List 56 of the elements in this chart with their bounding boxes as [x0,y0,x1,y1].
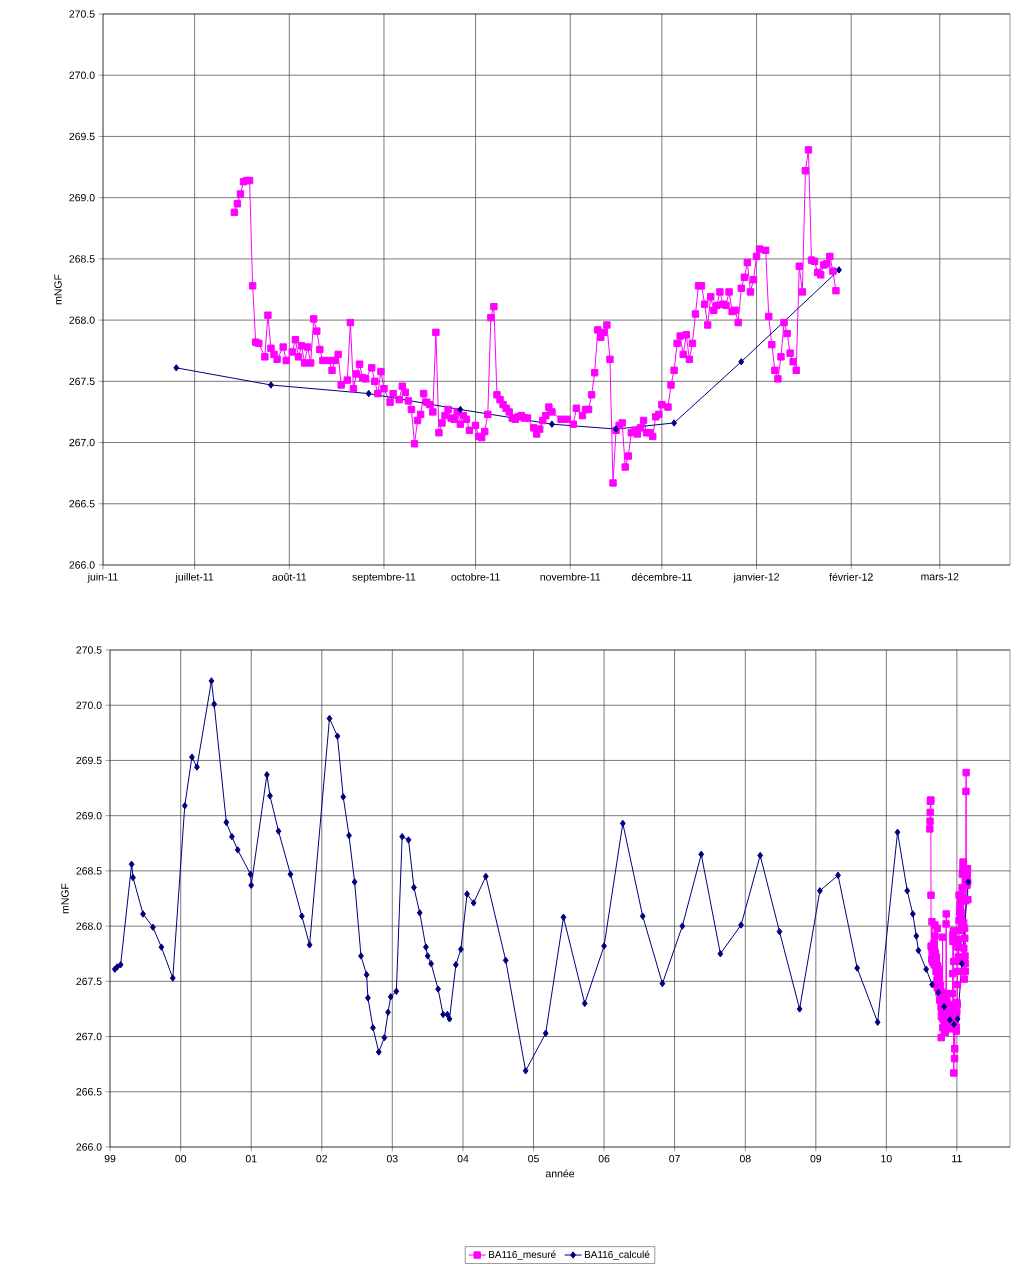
y-tick-label: 267.0 [76,1032,102,1041]
x-tick-label: 09 [810,1154,822,1163]
x-tick-label: 08 [739,1154,751,1163]
point [836,266,842,274]
y-tick-label: 266.5 [76,1088,102,1096]
point [173,364,180,372]
x-tick-label: août-11 [272,572,307,581]
x-axis-title: année [545,1169,575,1178]
x-tick-label: 06 [598,1154,610,1163]
y-tick-label: 268.5 [76,867,102,875]
x-tick-label: janvier-12 [733,572,779,583]
y-tick-label: 267.5 [76,977,102,986]
y-tick-label: 269.0 [76,811,102,820]
y-axis-title: mNGF [54,274,62,305]
y-tick-label: 270.0 [69,71,95,79]
x-tick-label: septembre-11 [352,572,416,583]
x-tick-label: février-12 [829,572,873,581]
y-tick-label: 266.5 [69,500,95,508]
x-tick-label: 04 [457,1154,469,1163]
point [268,381,274,389]
y-tick-label: 268.5 [69,255,95,263]
x-tick-label: 99 [104,1154,116,1163]
point [738,358,745,366]
x-tick-label: 02 [316,1154,328,1163]
x-tick-label: décembre-11 [631,572,692,581]
legend-label: BA116_mesuré [489,1250,556,1260]
y-tick-label: 270.5 [69,10,95,18]
y-tick-label: 266.0 [76,1143,102,1151]
y-axis-title: mNGF [61,883,69,914]
point [549,420,555,428]
x-tick-label: 07 [669,1154,680,1163]
y-tick-label: 267.0 [69,438,95,447]
x-tick-label: mars-12 [921,572,959,581]
point [457,405,464,414]
x-tick-label: 05 [528,1154,539,1163]
y-tick-label: 266.0 [69,561,95,569]
y-tick-label: 268.0 [69,316,95,324]
x-tick-label: 00 [175,1154,187,1163]
y-tick-label: 270.5 [76,646,102,654]
y-tick-label: 268.0 [76,922,102,930]
y-tick-label: 267.5 [69,377,95,386]
x-tick-label: 10 [881,1154,892,1163]
x-tick-label: 11 [952,1154,962,1163]
point [365,389,372,398]
y-tick-label: 270.0 [76,701,102,709]
legend-label: BA116_calculé [584,1250,650,1260]
y-tick-label: 269.5 [76,756,102,765]
x-tick-label: 01 [245,1154,257,1163]
point [671,419,677,427]
y-tick-label: 269.0 [69,193,95,202]
x-tick-label: 03 [386,1154,398,1163]
x-tick-label: juillet-11 [175,572,214,583]
y-tick-label: 269.5 [69,132,95,141]
x-tick-label: novembre-11 [540,572,601,581]
x-tick-label: octobre-11 [451,572,500,581]
x-tick-label: juin-11 [87,572,118,583]
